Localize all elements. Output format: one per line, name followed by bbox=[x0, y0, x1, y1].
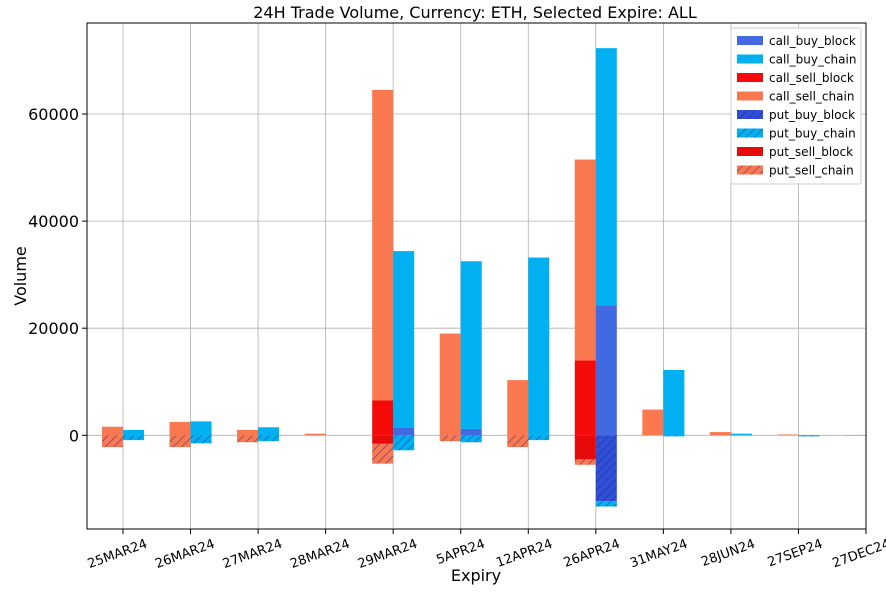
bar-put_sell_chain-12APR24 bbox=[507, 435, 529, 448]
legend-label-call_buy_chain: call_buy_chain bbox=[769, 53, 856, 67]
legend-label-call_buy_block: call_buy_block bbox=[769, 34, 856, 48]
bar-call_buy_chain-12APR24 bbox=[528, 257, 550, 436]
x-tick-label: 31MAY24 bbox=[628, 537, 690, 572]
y-tick-label: 40000 bbox=[28, 212, 79, 231]
bar-call_buy_chain-28JUN24 bbox=[730, 433, 752, 436]
bar-put_buy_chain-25MAR24 bbox=[123, 435, 144, 441]
bar-put_sell_block-29MAR24 bbox=[372, 435, 394, 444]
y-tick-label: 0 bbox=[69, 426, 79, 445]
bar-call_buy_block-26APR24 bbox=[595, 305, 617, 436]
bar-call_sell_chain-31MAY24 bbox=[642, 409, 664, 436]
legend-swatch-call_buy_block bbox=[737, 36, 763, 45]
legend-swatch-call_sell_chain bbox=[737, 91, 763, 101]
legend-box bbox=[730, 27, 862, 185]
legend-label-put_sell_block: put_sell_block bbox=[769, 145, 853, 159]
legend-label-put_buy_block: put_buy_block bbox=[769, 108, 855, 122]
bar-put_sell_chain-26MAR24 bbox=[169, 435, 191, 448]
bar-put_sell_block-26APR24 bbox=[574, 435, 596, 460]
x-tick-label: 26APR24 bbox=[562, 537, 622, 571]
legend-swatch-put_buy_chain bbox=[737, 128, 763, 138]
bar-put_buy_chain-31MAY24 bbox=[663, 435, 685, 437]
bar-put_buy_block-26APR24 bbox=[595, 435, 617, 502]
bar-call_buy_chain-27MAR24 bbox=[258, 427, 280, 436]
x-axis-label: Expiry bbox=[451, 566, 501, 585]
bar-layer bbox=[102, 48, 866, 507]
x-tick-label: 5APR24 bbox=[434, 537, 487, 568]
bar-call_sell_block-29MAR24 bbox=[372, 400, 394, 436]
bar-call_sell_chain-27SEP24 bbox=[777, 434, 799, 436]
bar-call_sell_chain-28JUN24 bbox=[709, 432, 731, 436]
bar-put_buy_chain-12APR24 bbox=[528, 435, 550, 441]
bar-call_sell_chain-26APR24 bbox=[574, 159, 596, 361]
y-tick-label: 20000 bbox=[28, 319, 79, 338]
bar-call_buy_chain-26APR24 bbox=[595, 48, 617, 306]
bar-call_sell_block-26APR24 bbox=[574, 360, 596, 436]
bar-put_sell_chain-29MAR24 bbox=[372, 443, 394, 464]
bar-call_buy_chain-29MAR24 bbox=[393, 251, 415, 428]
x-tick-label: 28JUN24 bbox=[699, 537, 757, 570]
bar-put_sell_chain-26APR24 bbox=[574, 459, 596, 465]
legend: call_buy_block call_buy_chain call_sell_bl… bbox=[730, 27, 862, 185]
chart-title: 24H Trade Volume, Currency: ETH, Selecte… bbox=[253, 3, 697, 22]
bar-put_sell_chain-5APR24 bbox=[439, 435, 461, 442]
x-tick-label: 27SEP24 bbox=[766, 537, 825, 571]
bar-call_buy_chain-26MAR24 bbox=[190, 421, 212, 436]
legend-swatch-put_sell_block bbox=[737, 147, 763, 156]
legend-label-call_sell_chain: call_sell_chain bbox=[769, 90, 854, 104]
legend-swatch-call_sell_block bbox=[737, 73, 763, 82]
legend-label-put_buy_chain: put_buy_chain bbox=[769, 127, 856, 141]
bar-call_sell_chain-29MAR24 bbox=[372, 89, 394, 401]
bar-put_buy_chain-26APR24 bbox=[595, 501, 617, 507]
bar-call_sell_chain-28MAR24 bbox=[304, 433, 326, 436]
x-tick-label: 29MAR24 bbox=[356, 537, 420, 572]
x-tick-label: 25MAR24 bbox=[86, 537, 150, 572]
bar-call_sell_chain-25MAR24 bbox=[102, 426, 123, 436]
bar-put_buy_chain-27SEP24 bbox=[798, 435, 820, 437]
y-tick-label: 60000 bbox=[28, 105, 79, 124]
x-tick-label: 26MAR24 bbox=[153, 537, 217, 572]
bar-call_buy_chain-25MAR24 bbox=[123, 429, 144, 436]
legend-swatch-put_sell_chain bbox=[737, 165, 763, 175]
legend-label-put_sell_chain: put_sell_chain bbox=[769, 164, 854, 178]
bar-put_buy_chain-29MAR24 bbox=[393, 435, 415, 451]
bar-put_sell_chain-25MAR24 bbox=[102, 435, 123, 448]
x-tick-label: 28MAR24 bbox=[288, 537, 352, 572]
legend-swatch-put_buy_block bbox=[737, 110, 763, 119]
bar-put_buy_chain-26MAR24 bbox=[190, 435, 212, 444]
bar-call_buy_block-5APR24 bbox=[460, 428, 482, 436]
bar-put_buy_chain-27MAR24 bbox=[258, 435, 280, 442]
bar-call_sell_chain-12APR24 bbox=[507, 380, 529, 436]
legend-swatch-call_buy_chain bbox=[737, 54, 763, 64]
x-tick-label: 27DEC24 bbox=[830, 537, 886, 572]
bar-call_sell_chain-27DEC24 bbox=[845, 435, 866, 436]
plot-frame bbox=[86, 22, 867, 530]
bar-call_sell_chain-27MAR24 bbox=[237, 429, 259, 436]
x-tick-label: 27MAR24 bbox=[221, 537, 285, 572]
bar-call_sell_chain-26MAR24 bbox=[169, 421, 191, 436]
x-tick-label: 12APR24 bbox=[494, 537, 554, 571]
bar-call_buy_chain-5APR24 bbox=[460, 261, 482, 429]
y-axis-label: Volume bbox=[11, 246, 30, 306]
legend-label-call_sell_block: call_sell_block bbox=[769, 71, 854, 85]
bar-call_sell_chain-5APR24 bbox=[439, 333, 461, 436]
bar-call_buy_block-29MAR24 bbox=[393, 427, 415, 436]
bar-put_buy_chain-5APR24 bbox=[460, 435, 482, 443]
bar-call_buy_chain-31MAY24 bbox=[663, 369, 685, 436]
bar-put_sell_chain-27MAR24 bbox=[237, 435, 259, 443]
